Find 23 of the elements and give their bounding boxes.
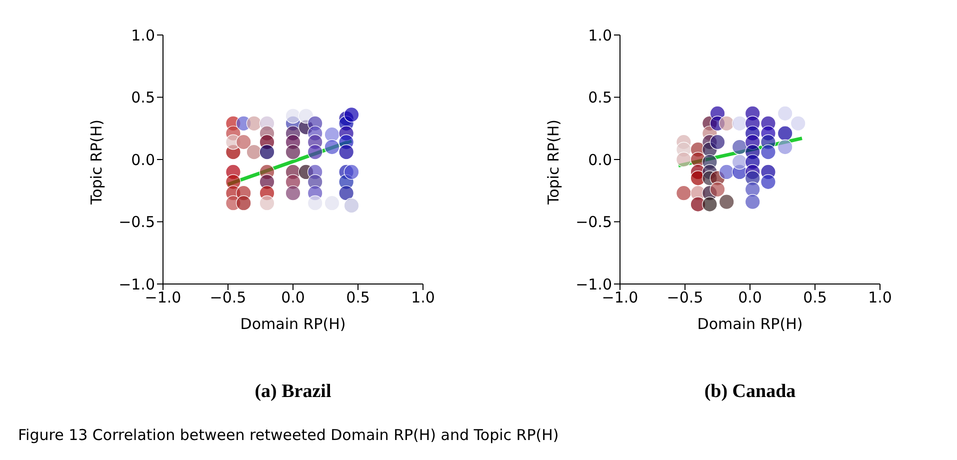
caption: Figure 13 Correlation between retweeted Domain RP(H) and Topic RP(H) [18,426,559,444]
y-tick-label: 1.0 [131,26,155,44]
x-tick-label: 1.0 [411,288,435,307]
y-tick-label: −0.5 [576,213,612,232]
y-tick-label: 0.5 [131,88,155,107]
y-tick-label: −0.5 [118,213,155,232]
x-tick-label: 0.0 [281,288,305,307]
y-tick-label: 0.0 [131,150,155,169]
y-axis-title: Topic RP(H) [87,120,106,206]
y-axis-title: Topic RP(H) [544,120,562,206]
text: (a) Brazil [254,381,332,403]
y-tick-label: 0.0 [588,150,612,169]
x-tick-label: 0.5 [346,288,370,307]
text: (b) Canada [703,381,797,403]
x-tick-label: 1.0 [868,288,892,307]
y-tick-label: 1.0 [588,26,612,44]
y-tick-label: 0.5 [588,88,612,107]
x-axis-title: Domain RP(H) [697,315,803,333]
x-tick-label: 0.5 [803,288,827,307]
x-tick-label: −0.5 [210,288,246,307]
x-axis-title: Domain RP(H) [240,315,346,333]
x-tick-label: 0.0 [738,288,762,307]
x-tick-label: −0.5 [666,288,704,307]
